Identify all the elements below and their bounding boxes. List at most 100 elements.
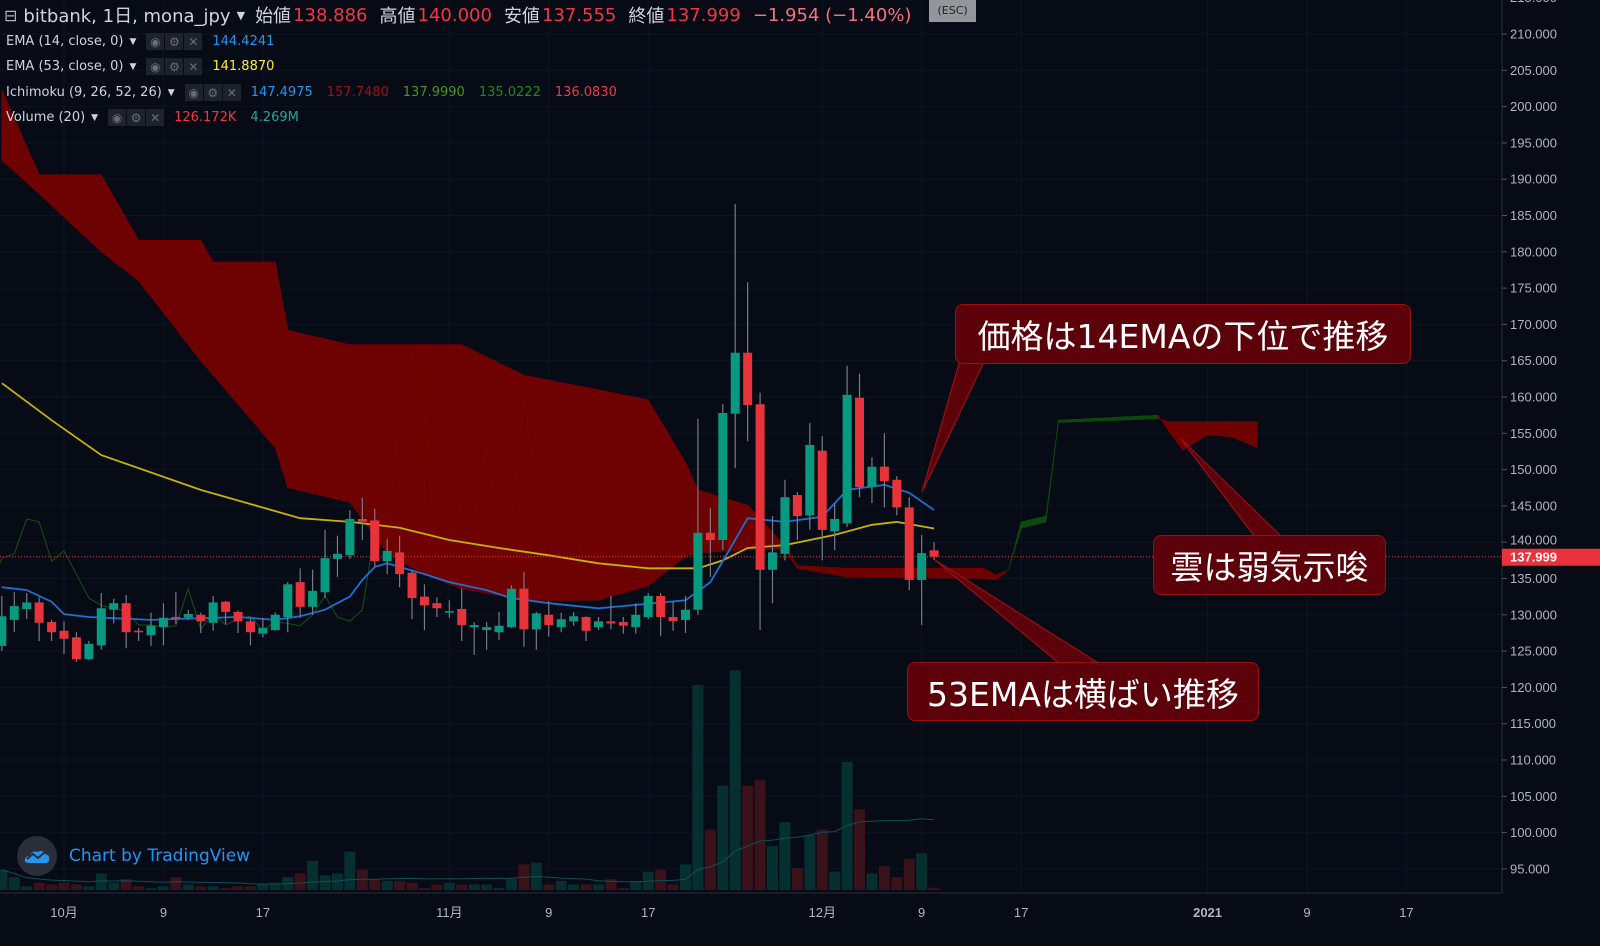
candle-body <box>780 497 790 554</box>
candle-body <box>84 643 94 660</box>
volume-bar <box>605 879 617 890</box>
candle <box>544 601 554 637</box>
eye-icon[interactable]: ◉ <box>184 84 203 101</box>
candle <box>270 612 280 631</box>
high-label: 高値 <box>379 6 416 27</box>
volume-bar <box>866 873 878 890</box>
candle <box>345 510 355 559</box>
candle-body <box>295 582 305 607</box>
eye-icon[interactable]: ◉ <box>146 58 165 75</box>
candle-body <box>643 595 653 617</box>
candle <box>593 616 603 631</box>
candle <box>556 612 566 633</box>
volume-bar <box>381 880 393 890</box>
close-label: 終値 <box>628 6 665 27</box>
indicator-value: 147.4975 <box>250 85 313 100</box>
volume-bar <box>916 853 928 890</box>
candle-body <box>519 588 529 630</box>
tradingview-watermark[interactable]: Chart by TradingView <box>17 836 250 876</box>
candle <box>904 497 914 591</box>
candle-body <box>158 617 168 628</box>
volume-bar <box>369 879 381 890</box>
candle <box>879 433 889 508</box>
volume-bar <box>182 884 194 890</box>
volume-bar <box>928 887 940 890</box>
indicator-name[interactable]: EMA (53, close, 0) <box>6 59 124 74</box>
volume-bar <box>331 873 343 890</box>
open-label: 始値 <box>255 6 292 27</box>
indicator-name[interactable]: Volume (20) <box>6 110 86 125</box>
price-tick-label: 130.000 <box>1510 607 1557 622</box>
candle <box>308 569 318 615</box>
time-tick-label: 9 <box>545 905 552 920</box>
candle-body <box>345 518 355 556</box>
candle-body <box>581 616 591 631</box>
volume-ma-line <box>1 818 935 885</box>
close-value: 137.999 <box>666 4 741 26</box>
gear-icon[interactable]: ⚙ <box>165 33 184 50</box>
candle-body <box>96 608 106 646</box>
volume-bar <box>878 866 890 890</box>
candle-body <box>842 394 852 524</box>
candle-body <box>395 552 405 575</box>
candle-body <box>258 627 268 634</box>
candle-body <box>109 603 119 610</box>
ichimoku-cloud-segment <box>287 329 351 503</box>
close-icon[interactable]: ✕ <box>146 109 165 126</box>
price-tick-label: 135.000 <box>1510 571 1557 586</box>
candle-body <box>506 588 516 628</box>
close-icon[interactable]: ✕ <box>222 84 241 101</box>
indicator-name[interactable]: Ichimoku (9, 26, 52, 26) <box>6 85 162 100</box>
volume-bar <box>468 884 480 890</box>
candle <box>395 535 405 588</box>
close-icon[interactable]: ✕ <box>184 33 203 50</box>
time-tick-label: 12月 <box>808 905 835 920</box>
eye-icon[interactable]: ◉ <box>146 33 165 50</box>
tradingview-logo-icon <box>17 836 57 876</box>
symbol-title[interactable]: bitbank, 1日, mona_jpy <box>23 6 231 27</box>
candle-body <box>432 603 442 609</box>
candle <box>830 502 840 551</box>
candle-body <box>768 552 778 570</box>
indicator-buttons: ◉ ⚙ ✕ <box>184 84 241 101</box>
ichimoku-cloud-segment <box>200 239 214 377</box>
candle <box>482 622 492 650</box>
candle-body <box>320 558 330 593</box>
candle <box>158 603 168 646</box>
price-tick-label: 105.000 <box>1510 789 1557 804</box>
candle <box>569 611 579 626</box>
volume-bar <box>307 860 319 890</box>
close-icon[interactable]: ✕ <box>184 58 203 75</box>
candle-body <box>867 466 877 488</box>
callout-cloud-bearish: 雲は弱気示唆 <box>1153 535 1386 595</box>
volume-bar <box>779 822 791 890</box>
eye-icon[interactable]: ◉ <box>108 109 127 126</box>
chevron-down-icon[interactable]: ▼ <box>167 87 175 98</box>
price-tick-label: 195.000 <box>1510 135 1557 150</box>
chevron-down-icon[interactable]: ▼ <box>129 61 137 72</box>
chevron-down-icon[interactable]: ▼ <box>129 36 137 47</box>
collapse-legend-icon[interactable]: ⊟ <box>4 5 18 25</box>
volume-bar <box>729 670 741 890</box>
gear-icon[interactable]: ⚙ <box>165 58 184 75</box>
ichimoku-cloud-segment <box>995 569 1009 581</box>
chevron-down-icon[interactable]: ▼ <box>91 112 99 123</box>
candle-body <box>693 532 703 610</box>
indicator-name[interactable]: EMA (14, close, 0) <box>6 34 124 49</box>
gear-icon[interactable]: ⚙ <box>127 109 146 126</box>
candle <box>196 612 206 633</box>
volume-bar <box>244 886 256 890</box>
volume-bar <box>170 877 182 890</box>
candle <box>134 627 144 641</box>
indicator-buttons: ◉ ⚙ ✕ <box>146 58 203 75</box>
time-tick-label: 9 <box>918 905 925 920</box>
chevron-down-icon[interactable]: ▼ <box>236 8 246 22</box>
ema53-line <box>1 382 935 570</box>
candle-body <box>332 553 342 559</box>
candle <box>581 616 591 641</box>
candle <box>283 582 293 633</box>
time-tick-label: 17 <box>641 905 655 920</box>
gear-icon[interactable]: ⚙ <box>203 84 222 101</box>
